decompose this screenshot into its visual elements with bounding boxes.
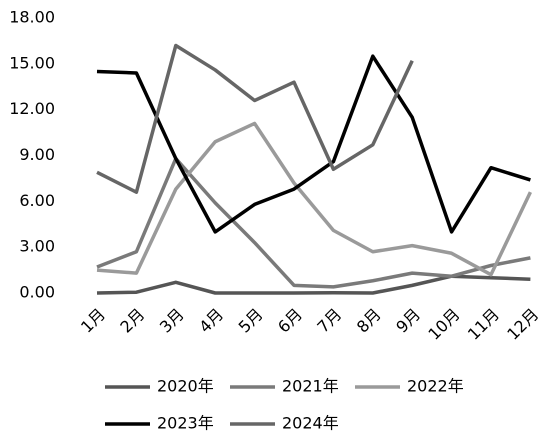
legend-label: 2022年 xyxy=(407,377,464,396)
x-tick-label: 3月 xyxy=(156,305,188,337)
legend-label: 2020年 xyxy=(157,377,214,396)
x-tick-label: 4月 xyxy=(195,305,227,337)
x-tick-label: 6月 xyxy=(274,305,306,337)
y-tick-label: 0.00 xyxy=(19,283,55,302)
y-tick-label: 15.00 xyxy=(9,53,55,72)
legend-label: 2023年 xyxy=(157,414,214,433)
x-tick-label: 10月 xyxy=(424,305,463,344)
y-tick-label: 9.00 xyxy=(19,145,55,164)
series-line xyxy=(96,156,531,289)
series-line xyxy=(96,54,531,234)
y-tick-label: 3.00 xyxy=(19,237,55,256)
legend-label: 2021年 xyxy=(282,377,339,396)
y-tick-label: 18.00 xyxy=(9,8,55,27)
x-tick-label: 5月 xyxy=(235,305,267,337)
series-line xyxy=(96,43,414,194)
x-tick-label: 8月 xyxy=(353,305,385,337)
x-tick-label: 2月 xyxy=(116,305,148,337)
y-tick-label: 6.00 xyxy=(19,191,55,210)
series-line xyxy=(96,274,531,295)
x-tick-label: 7月 xyxy=(313,305,345,337)
series-line xyxy=(96,121,532,277)
x-tick-label: 12月 xyxy=(503,305,542,344)
x-tick-label: 11月 xyxy=(464,305,503,344)
legend-label: 2024年 xyxy=(282,414,339,433)
x-tick-label: 1月 xyxy=(77,305,109,337)
y-tick-label: 12.00 xyxy=(9,99,55,118)
x-tick-label: 9月 xyxy=(392,305,424,337)
